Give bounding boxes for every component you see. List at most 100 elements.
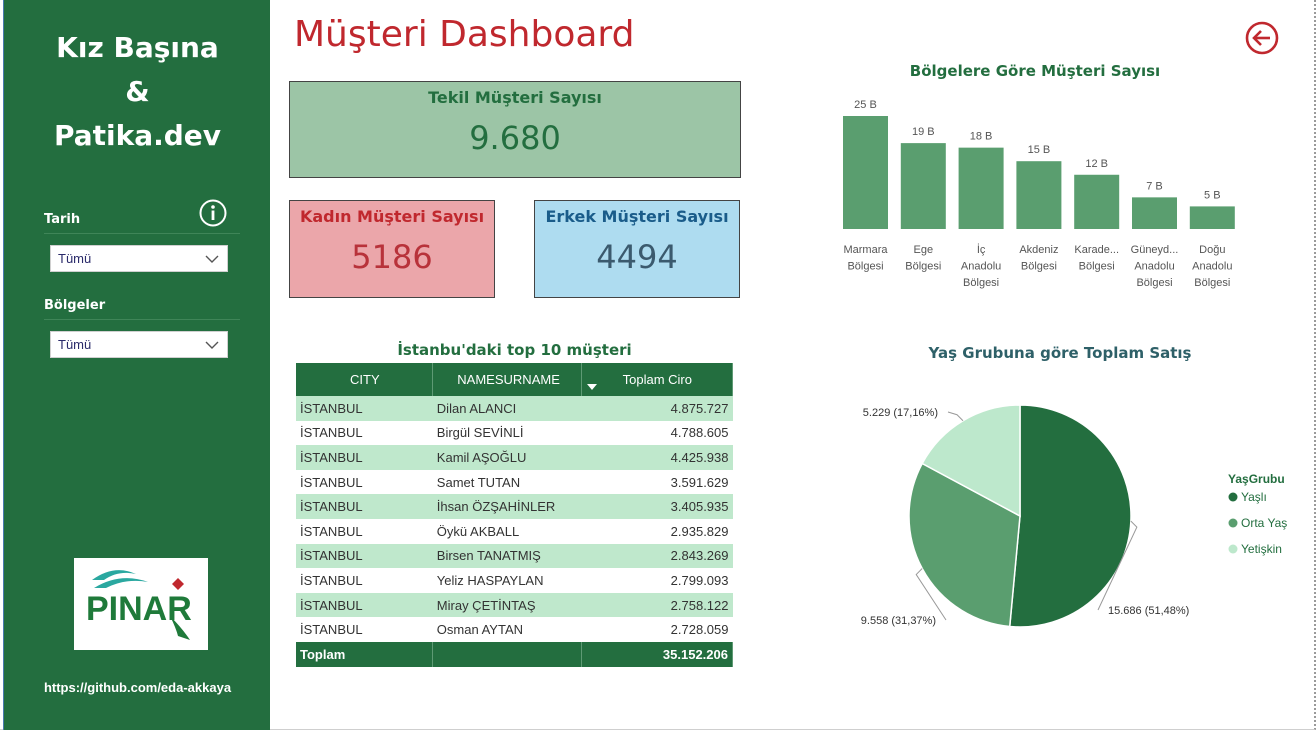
cell-namesurname: Kamil AŞOĞLU: [432, 445, 582, 470]
pie-chart-title: Yaş Grubuna göre Toplam Satış: [928, 344, 1192, 362]
bar-category-label: Bölgesi: [1194, 277, 1230, 289]
cell-city: İSTANBUL: [296, 494, 433, 519]
table-row[interactable]: İSTANBUL Öykü AKBALL 2.935.829: [296, 518, 733, 544]
total-empty: [432, 641, 583, 667]
bar-0[interactable]: [843, 116, 888, 229]
pie-leader-line: [1097, 520, 1138, 611]
tarih-dropdown-value: Tümü: [58, 251, 92, 266]
brand-line: &: [125, 75, 150, 108]
table-row[interactable]: İSTANBUL Miray ÇETİNTAŞ 2.758.122: [296, 592, 733, 618]
bar-chart: 25 B Marmara Bölgesi 19 B Ege Bölgesi 18 B İç An…: [843, 99, 1235, 289]
pie-leader-line: [915, 568, 947, 621]
cell-namesurname: Osman AYTAN: [432, 617, 582, 642]
cell-namesurname: Yeliz HASPAYLAN: [432, 568, 582, 593]
bar-data-label: 5 B: [1204, 189, 1221, 201]
pinar-logo-image: PINAR: [86, 570, 192, 640]
cell-city: İSTANBUL: [296, 469, 433, 495]
back-arrow-icon[interactable]: [1244, 20, 1280, 56]
bar-category-label: İç: [977, 243, 986, 256]
bar-2[interactable]: [958, 147, 1004, 229]
bar-category-label: Anadolu: [961, 261, 1001, 273]
table-row[interactable]: İSTANBUL Osman AYTAN 2.728.059: [296, 617, 733, 642]
bar-category-label: Ege: [914, 244, 934, 256]
pie-data-label: 15.686 (51,48%): [1108, 605, 1189, 617]
kpi-card-total: Tekil Müşteri Sayısı 9.680: [289, 81, 741, 178]
bar-category-label: Akdeniz: [1019, 244, 1058, 256]
brand-title: Kız Başına & Patika.dev: [4, 26, 271, 158]
pie-data-label: 5.229 (17,16%): [863, 407, 938, 419]
bar-category-label: Bölgesi: [1136, 277, 1172, 289]
bar-category-label: Anadolu: [1192, 261, 1232, 273]
cell-city: İSTANBUL: [296, 445, 433, 470]
bar-data-label: 18 B: [970, 131, 993, 143]
legend-item[interactable]: Yaşlı: [1241, 490, 1267, 504]
bar-1[interactable]: [900, 143, 946, 229]
cell-toplam-ciro: 2.935.829: [581, 518, 733, 544]
table-row[interactable]: İSTANBUL Kamil AŞOĞLU 4.425.938: [296, 445, 733, 470]
brand-line: Kız Başına: [56, 31, 219, 64]
cell-toplam-ciro: 4.788.605: [581, 420, 733, 446]
table-title: İstanbu'daki top 10 müşteri: [397, 341, 632, 359]
bar-data-label: 15 B: [1028, 144, 1051, 156]
pie-chart: 15.686 (51,48%) 9.558 (31,37%) 5.229 (17,1…: [861, 404, 1287, 628]
bar-3[interactable]: [1016, 161, 1062, 229]
pie-data-label: 9.558 (31,37%): [861, 615, 936, 627]
bar-category-label: Marmara: [843, 244, 888, 256]
table-row[interactable]: İSTANBUL Birsen TANATMIŞ 2.843.269: [296, 543, 733, 569]
table-row[interactable]: İSTANBUL Samet TUTAN 3.591.629: [296, 469, 733, 495]
sort-descending-icon[interactable]: [587, 384, 597, 390]
table-row[interactable]: İSTANBUL İhsan ÖZŞAHİNLER 3.405.935: [296, 494, 733, 519]
table-row[interactable]: İSTANBUL Yeliz HASPAYLAN 2.799.093: [296, 568, 733, 593]
kpi-card-male: Erkek Müşteri Sayısı 4494: [534, 200, 740, 298]
column-header-namesurname[interactable]: NAMESURNAME: [432, 363, 583, 396]
cell-namesurname: Öykü AKBALL: [432, 518, 582, 544]
cell-toplam-ciro: 3.405.935: [581, 494, 733, 519]
cell-toplam-ciro: 4.425.938: [581, 445, 733, 470]
divider: [44, 233, 240, 234]
brand-line: Patika.dev: [53, 119, 222, 152]
legend-marker: [1228, 492, 1238, 502]
bar-category-label: Bölgesi: [1021, 261, 1057, 273]
tarih-dropdown[interactable]: Tümü: [50, 245, 228, 272]
bar-category-label: Doğu: [1199, 244, 1225, 256]
page-title: Müşteri Dashboard: [294, 14, 635, 55]
cell-city: İSTANBUL: [296, 396, 433, 421]
legend-item[interactable]: Yetişkin: [1241, 542, 1282, 556]
legend-item[interactable]: Orta Yaş: [1241, 516, 1287, 530]
table-header-row: CITY NAMESURNAME Toplam Ciro: [296, 363, 733, 396]
kpi-label: Kadın Müşteri Sayısı: [299, 207, 485, 226]
chevron-down-icon: [205, 341, 219, 349]
column-header-label: Toplam Ciro: [622, 372, 692, 387]
kpi-value: 9.680: [469, 119, 561, 157]
github-link[interactable]: https://github.com/eda-akkaya: [43, 680, 232, 695]
kpi-value: 4494: [596, 238, 678, 276]
bolgeler-dropdown[interactable]: Tümü: [50, 331, 228, 358]
divider: [44, 319, 240, 320]
cell-toplam-ciro: 4.875.727: [581, 396, 733, 421]
cell-namesurname: Birgül SEVİNLİ: [432, 420, 582, 446]
bar-data-label: 12 B: [1085, 158, 1108, 170]
cell-namesurname: Birsen TANATMIŞ: [432, 543, 582, 569]
bar-data-label: 7 B: [1146, 180, 1163, 192]
cell-city: İSTANBUL: [296, 592, 433, 618]
pie-slice-0[interactable]: [1008, 404, 1132, 628]
filter-label-tarih: Tarih: [44, 212, 81, 227]
column-header-city[interactable]: CITY: [296, 363, 434, 396]
table-row[interactable]: İSTANBUL Birgül SEVİNLİ 4.788.605: [296, 420, 733, 446]
bar-category-label: Bölgesi: [963, 277, 999, 289]
column-header-toplam-ciro[interactable]: Toplam Ciro: [581, 363, 733, 396]
table-row[interactable]: İSTANBUL Dilan ALANCI 4.875.727: [296, 396, 733, 421]
kpi-card-female: Kadın Müşteri Sayısı 5186: [289, 200, 495, 298]
pie-slice-1[interactable]: [908, 462, 1021, 628]
kpi-label: Erkek Müşteri Sayısı: [545, 207, 729, 226]
bar-4[interactable]: [1074, 174, 1120, 229]
bar-category-label: Karade...: [1074, 244, 1119, 256]
top-customers-table: CITY NAMESURNAME Toplam Ciro İSTANBUL Dil…: [296, 363, 733, 667]
info-icon[interactable]: [198, 198, 228, 228]
bar-5[interactable]: [1132, 197, 1177, 229]
total-value: 35.152.206: [581, 641, 733, 667]
filter-label-bolgeler: Bölgeler: [44, 298, 106, 313]
bar-6[interactable]: [1189, 206, 1235, 229]
cell-city: İSTANBUL: [296, 568, 433, 593]
